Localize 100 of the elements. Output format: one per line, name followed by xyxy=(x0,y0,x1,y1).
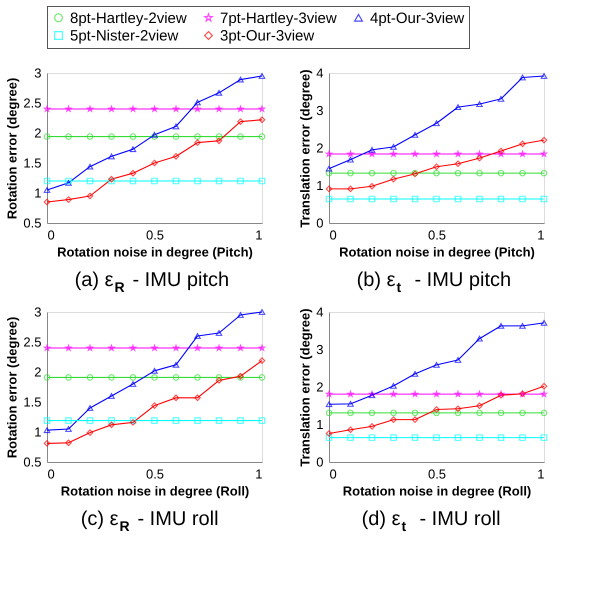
point xyxy=(216,178,222,184)
x-tick-label: 0.5 xyxy=(428,228,446,242)
point xyxy=(151,106,158,112)
point xyxy=(540,320,548,326)
point xyxy=(390,144,397,150)
point xyxy=(237,106,244,112)
point xyxy=(498,196,504,202)
point xyxy=(258,309,266,315)
point xyxy=(412,434,418,441)
legend-label: 3pt-Our-3view xyxy=(220,28,314,44)
point xyxy=(216,330,222,336)
point xyxy=(498,96,504,102)
point xyxy=(194,333,201,339)
point xyxy=(368,146,376,153)
point xyxy=(476,170,483,176)
point xyxy=(390,196,397,202)
point xyxy=(130,146,136,152)
point xyxy=(237,417,244,424)
point xyxy=(172,362,180,368)
point xyxy=(476,196,483,202)
point xyxy=(86,133,94,140)
y-tick-label: 3 xyxy=(316,342,324,357)
point xyxy=(130,133,136,140)
x-axis-title: Rotation noise in degree (Pitch) xyxy=(339,244,535,260)
point xyxy=(194,374,201,381)
y-tick-label: 1 xyxy=(34,186,42,200)
point xyxy=(326,390,332,397)
x-tick-label: 0 xyxy=(48,466,55,482)
point xyxy=(412,390,418,397)
point xyxy=(194,178,201,184)
point xyxy=(498,410,504,416)
point xyxy=(151,368,158,374)
point xyxy=(108,106,115,112)
point xyxy=(172,153,180,160)
point xyxy=(216,106,222,112)
point xyxy=(476,434,483,441)
point xyxy=(194,133,201,140)
point xyxy=(519,410,526,416)
point xyxy=(368,423,376,430)
x-tick-label: 0.5 xyxy=(428,466,446,482)
y-tick-label: 1 xyxy=(316,417,324,432)
point xyxy=(237,133,244,140)
point xyxy=(390,390,397,397)
y-tick-label: 2 xyxy=(316,380,324,394)
point xyxy=(326,186,332,192)
point xyxy=(130,106,136,112)
point xyxy=(172,123,180,130)
point xyxy=(433,362,440,368)
point xyxy=(540,136,548,144)
y-tick-label: 0.5 xyxy=(23,216,42,230)
point xyxy=(347,390,354,397)
point xyxy=(237,312,244,318)
point xyxy=(44,106,50,112)
point xyxy=(86,405,94,411)
point xyxy=(216,377,222,384)
point xyxy=(65,374,72,381)
point xyxy=(390,416,397,423)
point xyxy=(454,405,462,412)
point xyxy=(433,150,440,157)
point xyxy=(412,370,418,377)
y-tick-label: 4 xyxy=(316,66,324,80)
point xyxy=(258,344,266,351)
point xyxy=(347,170,354,176)
point xyxy=(194,417,201,424)
point xyxy=(65,426,72,432)
y-tick-label: 1 xyxy=(316,178,324,193)
point xyxy=(237,178,244,184)
point xyxy=(540,150,548,157)
x-axis-title: Rotation noise in degree (Roll) xyxy=(60,484,250,498)
point xyxy=(44,198,50,206)
y-tick-label: 2.5 xyxy=(23,96,42,110)
point xyxy=(44,344,50,351)
point xyxy=(65,133,72,140)
point xyxy=(412,410,418,416)
point xyxy=(368,182,376,190)
point xyxy=(412,196,418,202)
point xyxy=(172,178,180,184)
point xyxy=(519,170,526,176)
point xyxy=(108,422,115,428)
y-axis-title: Rotation error (degree) xyxy=(4,316,20,458)
point xyxy=(519,150,526,157)
point xyxy=(347,186,354,192)
x-tick-label: 0 xyxy=(48,228,55,242)
point xyxy=(130,381,136,387)
point xyxy=(237,76,244,83)
point xyxy=(326,196,332,202)
point xyxy=(347,400,354,407)
point xyxy=(258,116,266,124)
point xyxy=(476,101,483,108)
point xyxy=(433,410,440,416)
point xyxy=(476,336,483,342)
y-tick-label: 1 xyxy=(34,424,42,440)
point xyxy=(347,196,354,202)
point xyxy=(390,382,397,389)
point xyxy=(130,344,136,351)
y-tick-label: 3 xyxy=(34,66,42,80)
x-tick-label: 0.5 xyxy=(146,466,164,482)
point xyxy=(216,374,222,381)
point xyxy=(194,99,201,106)
y-tick-label: 0.5 xyxy=(23,454,42,470)
